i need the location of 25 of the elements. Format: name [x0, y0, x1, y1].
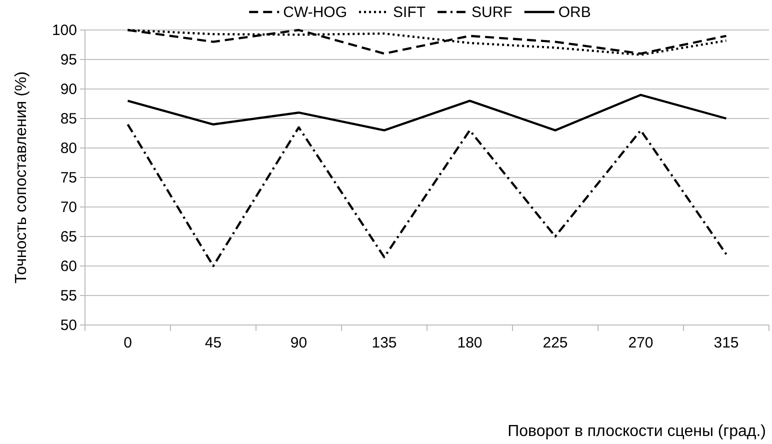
y-tick-label: 55 [60, 287, 77, 304]
y-tick-label: 85 [60, 110, 77, 128]
legend-label: ORB [558, 4, 591, 21]
y-tick-label: 90 [60, 80, 77, 98]
legend-label: SURF [472, 4, 512, 21]
x-tick-label: 270 [628, 334, 654, 352]
y-tick-label: 75 [60, 169, 77, 186]
y-tick-label: 50 [60, 316, 77, 334]
y-tick-label: 60 [60, 258, 77, 275]
y-tick-label: 100 [52, 22, 77, 39]
y-tick-label: 80 [60, 140, 77, 157]
x-tick-label: 180 [457, 334, 482, 352]
y-axis-title: Точность сопоставления (%) [13, 71, 30, 284]
x-tick-label: 225 [542, 334, 568, 352]
y-tick-label: 65 [60, 228, 77, 246]
x-tick-label: 315 [714, 334, 739, 352]
x-tick-label: 0 [124, 334, 132, 352]
y-tick-label: 95 [60, 51, 77, 68]
x-axis-title: Поворот в плоскости сцены (град.) [508, 423, 766, 440]
x-tick-label: 45 [204, 334, 222, 352]
legend-label: CW-HOG [283, 4, 348, 21]
x-tick-label: 90 [290, 334, 308, 352]
legend-label: SIFT [393, 4, 426, 21]
y-tick-label: 70 [60, 198, 77, 216]
x-tick-label: 135 [372, 334, 397, 352]
